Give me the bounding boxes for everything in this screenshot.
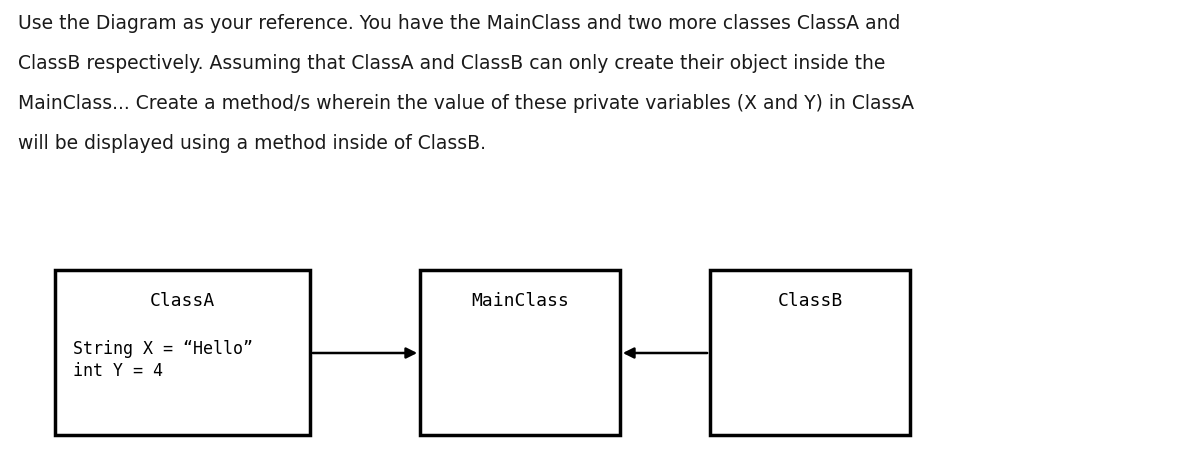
Text: ClassA: ClassA [150,292,215,310]
Text: will be displayed using a method inside of ClassB.: will be displayed using a method inside … [18,134,486,153]
Text: MainClass... Create a method/s wherein the value of these private variables (X a: MainClass... Create a method/s wherein t… [18,94,914,113]
Bar [420,270,620,435]
Text: MainClass: MainClass [472,292,569,310]
Text: int Y = 4: int Y = 4 [73,362,163,380]
Text: Use the Diagram as your reference. You have the MainClass and two more classes C: Use the Diagram as your reference. You h… [18,14,900,33]
Text: String X = “Hello”: String X = “Hello” [73,340,253,358]
Text: ClassB: ClassB [778,292,842,310]
Bar [710,270,910,435]
Text: ClassB respectively. Assuming that ClassA and ClassB can only create their objec: ClassB respectively. Assuming that Class… [18,54,886,73]
Bar [55,270,310,435]
